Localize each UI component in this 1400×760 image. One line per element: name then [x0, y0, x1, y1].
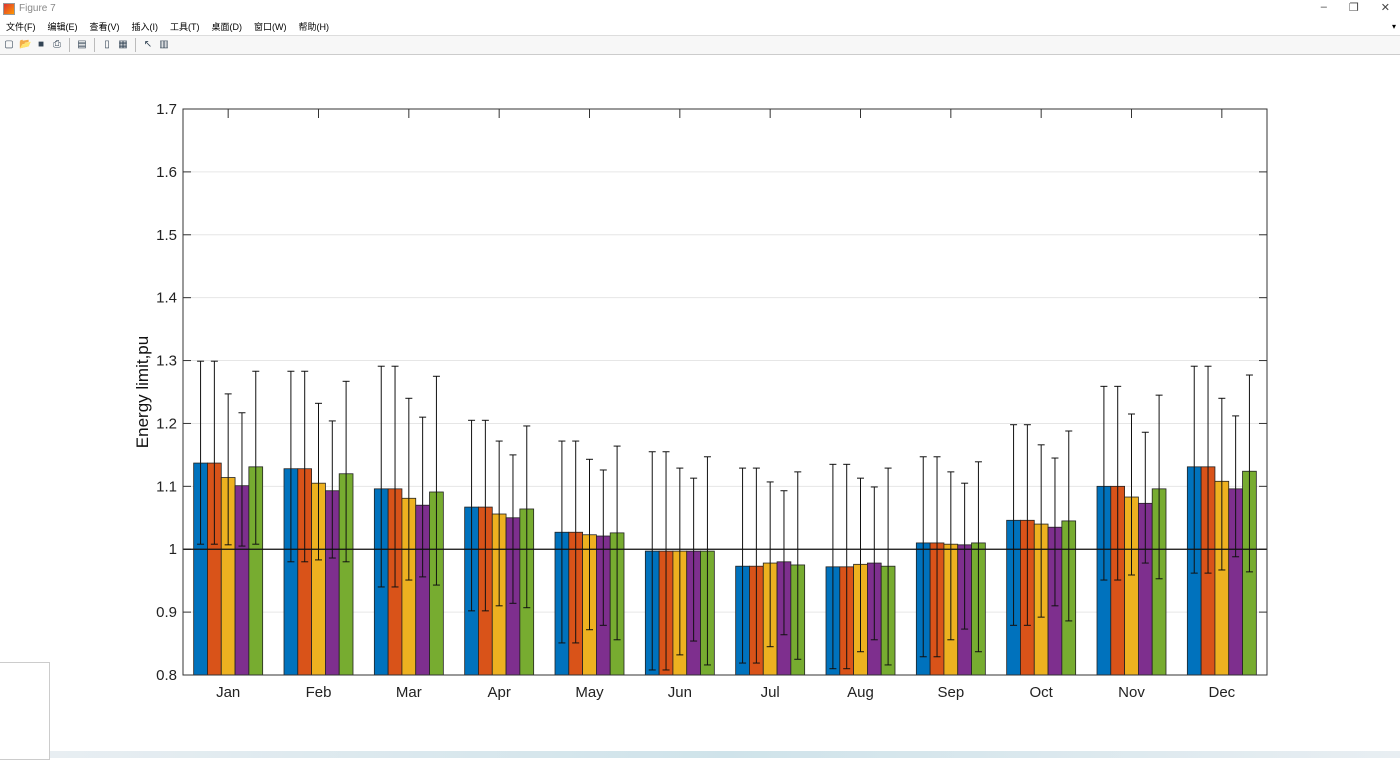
menu-bar: 文件(F) 编辑(E) 查看(V) 插入(I) 工具(T) 桌面(D) 窗口(W) 帮助(H) — [0, 17, 1400, 35]
menu-item-2[interactable]: 查看(V) — [89, 21, 120, 32]
expand-toolbar-icon[interactable]: ▾ — [1391, 22, 1396, 31]
legend-icon[interactable]: ▦ — [118, 39, 128, 50]
window-title: Figure 7 — [19, 3, 56, 14]
menu-item-0[interactable]: 文件(F) — [6, 21, 36, 32]
y-tick-label: 1.6 — [156, 164, 177, 181]
menu-item-6[interactable]: 窗口(W) — [254, 21, 287, 32]
x-tick-label: Dec — [1208, 684, 1235, 701]
taskbar-strip — [50, 751, 1400, 758]
menu-item-4[interactable]: 工具(T) — [170, 21, 200, 32]
axes-box — [182, 108, 1268, 676]
x-tick-label: Nov — [1118, 684, 1145, 701]
link-plot-icon[interactable]: ▤ — [77, 39, 87, 50]
property-inspector-icon[interactable]: ▥ — [159, 39, 169, 50]
plot-area — [183, 109, 1267, 675]
toolbar-separator — [94, 38, 95, 52]
x-tick-label: Aug — [847, 684, 874, 701]
print-icon[interactable]: ⎙ — [53, 39, 61, 50]
y-tick-label: 1.5 — [156, 227, 177, 244]
title-bar: Figure 7 – ❐ ✕ — [0, 0, 1400, 17]
bar-chart: 0.8 0.9 1 1.1 1.2 1.3 1.4 1.5 1.6 1.7 Jan Feb Mar Apr… — [133, 101, 1268, 701]
y-tick-label: 1.2 — [156, 415, 177, 432]
open-file-icon[interactable]: 📂 — [19, 39, 32, 50]
restore-button[interactable]: ❐ — [1348, 2, 1359, 14]
y-axis-label: Energy limit,pu — [133, 336, 152, 448]
new-figure-icon[interactable]: ▢ — [4, 39, 14, 50]
x-tick-label: May — [575, 684, 604, 701]
toolbar: ▢ 📂 ■ ⎙ ▤ ▯ ▦ ↖ ▥ — [0, 35, 1400, 55]
menu-item-7[interactable]: 帮助(H) — [298, 21, 330, 32]
y-tick-label: 1.3 — [156, 353, 177, 370]
y-tick-label: 1 — [169, 541, 177, 558]
save-icon[interactable]: ■ — [37, 39, 45, 50]
x-tick-label: Jan — [216, 684, 240, 701]
menu-item-3[interactable]: 插入(I) — [131, 21, 159, 32]
y-tick-label: 1.4 — [156, 290, 177, 307]
x-tick-label: Apr — [487, 684, 510, 701]
y-tick-label: 1.7 — [156, 101, 177, 118]
menu-item-5[interactable]: 桌面(D) — [211, 21, 243, 32]
toolbar-separator — [135, 38, 136, 52]
side-panel — [0, 662, 50, 760]
menu-item-1[interactable]: 编辑(E) — [47, 21, 78, 32]
y-tick-label: 0.8 — [156, 667, 177, 684]
x-tick-label: Mar — [396, 684, 422, 701]
x-tick-label: Jul — [761, 684, 780, 701]
y-tick-label: 1.1 — [156, 478, 177, 495]
toolbar-separator — [69, 38, 70, 52]
edit-plot-arrow-icon[interactable]: ↖ — [143, 39, 153, 50]
colorbar-icon[interactable]: ▯ — [104, 39, 110, 50]
y-tick-label: 0.9 — [156, 604, 177, 621]
x-tick-label: Oct — [1029, 684, 1053, 701]
close-button[interactable]: ✕ — [1380, 2, 1390, 14]
minimize-button[interactable]: – — [1320, 1, 1327, 13]
x-tick-label: Sep — [937, 684, 964, 701]
x-tick-label: Feb — [306, 684, 332, 701]
matlab-logo-icon — [3, 2, 15, 15]
x-tick-label: Jun — [668, 684, 692, 701]
